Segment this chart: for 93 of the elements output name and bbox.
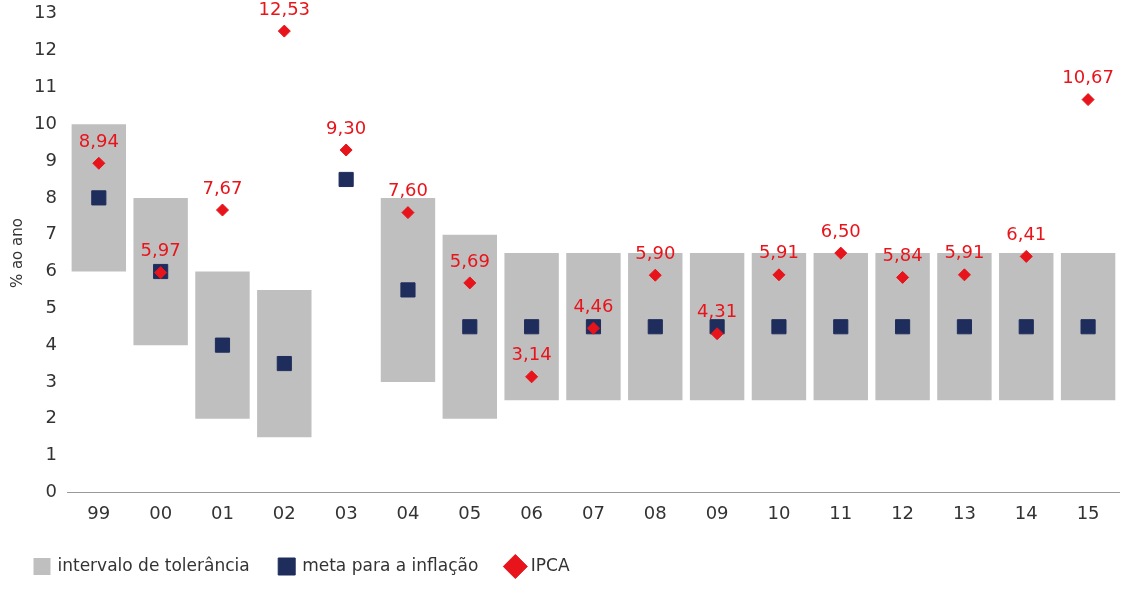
point [771, 319, 787, 335]
y-tick-label: 6 [45, 259, 57, 281]
data-label: 7,67 [202, 176, 243, 198]
point [1018, 319, 1034, 335]
x-tick-label: 99 [87, 501, 111, 523]
bar [813, 253, 868, 401]
x-tick-label: 12 [891, 501, 915, 523]
legend-label: intervalo de tolerância [57, 554, 250, 575]
point [896, 270, 910, 284]
y-tick-label: 11 [34, 75, 57, 97]
y-tick-label: 5 [45, 295, 57, 317]
x-tick-label: 03 [334, 501, 358, 523]
data-label: 5,97 [140, 239, 181, 261]
y-tick-label: 4 [45, 332, 57, 354]
data-label: 3,14 [511, 343, 552, 365]
y-tick-label: 9 [45, 148, 57, 170]
x-tick-label: 09 [705, 501, 729, 523]
point [895, 319, 911, 335]
data-label: 10,67 [1062, 66, 1114, 88]
point [401, 206, 415, 220]
point [338, 171, 354, 188]
bar [442, 234, 497, 419]
x-tick-label: 15 [1076, 501, 1100, 523]
bar [133, 197, 188, 346]
point [648, 268, 662, 282]
point [957, 268, 971, 282]
x-tick-label: 05 [458, 501, 482, 523]
data-label: 8,94 [78, 129, 119, 151]
data-label: 4,46 [573, 294, 614, 316]
bar [71, 124, 127, 272]
data-label: 4,31 [697, 300, 738, 322]
data-label: 12,53 [258, 0, 311, 19]
point [772, 268, 786, 282]
point [710, 327, 724, 341]
data-label: 5,69 [449, 249, 490, 271]
bar [566, 253, 621, 401]
bar [504, 253, 559, 401]
point [1080, 319, 1096, 335]
point [276, 355, 292, 372]
y-tick-label: 13 [34, 1, 57, 23]
data-label: 5,84 [882, 244, 923, 266]
x-tick-label: 08 [643, 501, 667, 523]
legend-label: meta para a inflação [302, 554, 479, 575]
data-label: 6,41 [1006, 223, 1047, 245]
y-tick-label: 0 [45, 480, 57, 502]
data-label: 5,91 [758, 241, 799, 263]
bar [999, 253, 1054, 401]
point [1019, 249, 1033, 263]
bar [257, 289, 312, 438]
x-tick-label: 01 [211, 501, 234, 523]
bar [689, 253, 745, 401]
point [339, 143, 353, 157]
point [91, 190, 107, 206]
y-tick-label: 1 [45, 443, 57, 465]
legend-label: IPCA [530, 554, 570, 575]
y-tick-label: 12 [34, 38, 57, 60]
x-tick-label: 07 [582, 501, 605, 523]
data-label: 5,91 [944, 241, 985, 263]
point [277, 24, 291, 38]
point [647, 319, 663, 335]
data-label: 7,60 [387, 179, 428, 201]
point [956, 319, 972, 335]
x-tick-label: 11 [829, 501, 853, 523]
point [400, 282, 416, 298]
bar [195, 271, 250, 419]
x-tick-label: 13 [952, 501, 976, 523]
point [525, 370, 539, 384]
y-tick-label: 3 [45, 369, 57, 391]
y-tick-label: 8 [45, 185, 57, 207]
x-tick-label: 06 [520, 501, 544, 523]
point [834, 246, 848, 260]
point [462, 319, 478, 335]
point [833, 319, 849, 335]
point [524, 319, 540, 335]
point [1081, 93, 1095, 107]
point [92, 156, 106, 170]
data-label: 6,50 [820, 219, 861, 241]
x-tick-label: 00 [149, 501, 173, 523]
bar [1060, 253, 1116, 401]
point [215, 203, 229, 217]
y-axis-title: % ao ano [7, 218, 26, 289]
data-label: 9,30 [326, 116, 367, 138]
y-tick-label: 2 [45, 406, 57, 428]
bar [380, 197, 436, 382]
point [463, 276, 477, 290]
x-tick-label: 04 [396, 501, 420, 523]
x-tick-label: 10 [767, 501, 791, 523]
x-tick-label: 02 [272, 501, 296, 523]
data-label: 5,90 [635, 241, 676, 263]
y-tick-label: 7 [45, 222, 57, 244]
y-tick-label: 10 [34, 111, 57, 133]
point [214, 337, 231, 353]
x-tick-label: 14 [1014, 501, 1038, 523]
